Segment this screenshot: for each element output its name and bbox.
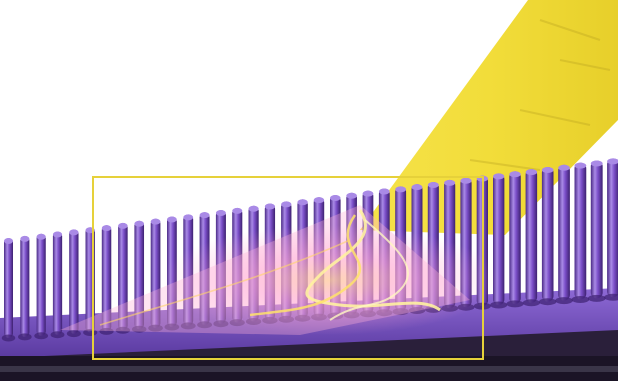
pillar-cap bbox=[69, 229, 79, 236]
pillar bbox=[4, 238, 13, 338]
pillar-cap bbox=[444, 179, 456, 186]
pillar-foot bbox=[99, 327, 114, 335]
pillar-cap bbox=[558, 164, 570, 171]
pillar-cap bbox=[395, 186, 407, 193]
pillar-cap bbox=[264, 203, 276, 210]
pillar bbox=[69, 229, 79, 334]
pillar-foot bbox=[555, 297, 573, 305]
pillar-cap bbox=[460, 177, 472, 184]
pillar-cap bbox=[590, 160, 603, 167]
pillar-cap bbox=[4, 238, 13, 244]
pillar-cap bbox=[101, 225, 112, 232]
pillar-cap bbox=[541, 166, 554, 173]
pillar bbox=[118, 222, 128, 331]
pillar-cap bbox=[167, 216, 177, 223]
pillar-cap bbox=[150, 218, 161, 225]
pillar-cap bbox=[281, 201, 292, 208]
pillar bbox=[509, 171, 521, 304]
pillar-foot bbox=[490, 301, 508, 309]
pillar-cap bbox=[378, 188, 390, 195]
pillar-cap bbox=[20, 235, 30, 242]
pillar-cap bbox=[199, 212, 210, 219]
pillar bbox=[607, 158, 618, 298]
pillar bbox=[541, 166, 554, 302]
pillar-cap bbox=[346, 192, 357, 199]
pillar bbox=[36, 233, 46, 336]
pillar-cap bbox=[574, 162, 587, 169]
pillar-cap bbox=[36, 233, 46, 240]
pillar-foot bbox=[571, 296, 590, 303]
pillar bbox=[590, 160, 603, 299]
pillar-cap bbox=[427, 182, 439, 189]
pillar-cap bbox=[297, 199, 308, 206]
pillar-foot bbox=[180, 322, 196, 330]
pillar-foot bbox=[115, 326, 131, 334]
pillar-cap bbox=[509, 171, 521, 178]
pillar-cap bbox=[493, 173, 505, 180]
pillar-foot bbox=[506, 300, 524, 308]
pillar bbox=[525, 169, 538, 303]
pillar-cap bbox=[411, 184, 423, 191]
pillar-foot bbox=[131, 325, 147, 333]
pillar-cap bbox=[362, 190, 374, 197]
pillar-cap bbox=[183, 214, 194, 221]
pillar-cap bbox=[134, 220, 145, 227]
pillar bbox=[20, 235, 30, 337]
pillar-foot bbox=[50, 331, 65, 339]
pillar bbox=[150, 218, 161, 329]
pillar-cap bbox=[313, 197, 325, 204]
pillar-cap bbox=[215, 210, 226, 217]
pillar-foot bbox=[522, 299, 541, 307]
pillar-cap bbox=[232, 207, 243, 214]
pillar-cap bbox=[52, 231, 63, 238]
pillar-foot bbox=[18, 333, 32, 341]
pillar-cap bbox=[248, 205, 259, 212]
pillar-cap bbox=[118, 222, 128, 229]
pillar-foot bbox=[164, 323, 180, 331]
pillar-cap bbox=[607, 158, 618, 165]
glowing-filaments bbox=[60, 205, 500, 335]
pillar-foot bbox=[197, 321, 213, 329]
pillar-foot bbox=[538, 298, 557, 306]
pillar bbox=[52, 231, 63, 335]
pillar-foot bbox=[1, 334, 16, 342]
pillar-cap bbox=[525, 169, 538, 176]
pillar-cap bbox=[330, 194, 341, 201]
pillar bbox=[101, 225, 112, 332]
pillar bbox=[134, 220, 145, 330]
pillar-foot bbox=[66, 330, 81, 338]
selection-frame bbox=[92, 176, 484, 360]
pillar-foot bbox=[587, 294, 606, 302]
pillar-foot bbox=[148, 324, 163, 332]
pillar-foot bbox=[604, 293, 618, 301]
pillar-foot bbox=[34, 332, 49, 340]
pillar bbox=[574, 162, 587, 300]
pillar bbox=[558, 164, 570, 301]
